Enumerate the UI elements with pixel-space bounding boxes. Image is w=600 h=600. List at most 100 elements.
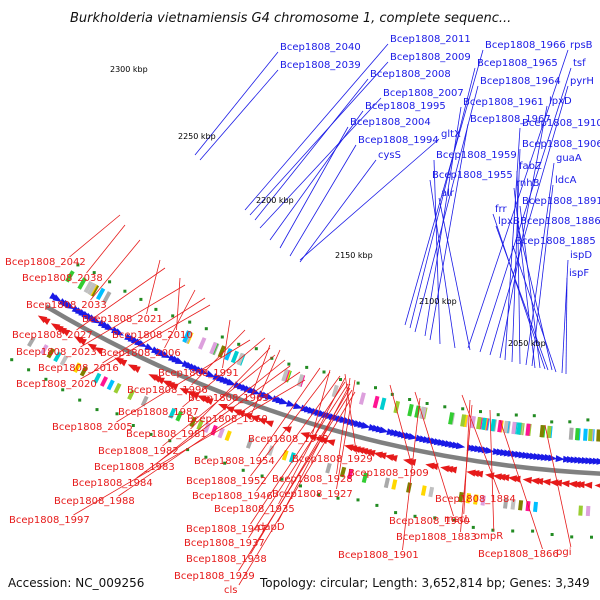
- annotation-block: [196, 419, 204, 431]
- rna-marker: [374, 386, 377, 390]
- rna-marker: [443, 405, 447, 409]
- annotation-block: [245, 438, 254, 449]
- forward-gene-arrow: [379, 426, 389, 434]
- forward-gene-arrow: [529, 452, 539, 460]
- reverse-gene-label: Bcep1808_1954: [194, 456, 275, 467]
- forward-gene-arrow: [205, 370, 216, 377]
- annotation-block: [224, 347, 233, 361]
- forward-gene-label: Bcep1808_1994: [358, 135, 439, 146]
- reverse-leader-line: [250, 371, 331, 477]
- annotation-block: [476, 416, 482, 430]
- forward-leader-line: [424, 106, 462, 337]
- reverse-gene-label: Bcep1808_1884: [435, 494, 516, 505]
- reverse-gene-arrow: [530, 477, 540, 485]
- reverse-gene-label: Bcep1808_1883: [396, 532, 477, 543]
- reverse-gene-arrow: [37, 315, 48, 324]
- forward-leader-line: [409, 67, 476, 329]
- annotation-block: [460, 414, 467, 427]
- reverse-leader-line: [414, 391, 454, 517]
- forward-gene-label: frr: [495, 204, 507, 215]
- forward-gene-arrow: [492, 447, 502, 455]
- track-layer: [10, 263, 600, 539]
- forward-gene-label: cysS: [378, 150, 401, 161]
- rna-marker: [95, 408, 99, 412]
- forward-gene-label: Bcep1808_2039: [280, 60, 361, 71]
- forward-gene-arrow: [415, 434, 425, 442]
- rna-marker: [511, 529, 515, 533]
- reverse-gene-arrow: [162, 380, 172, 388]
- annotation-block: [510, 499, 516, 510]
- rna-marker: [223, 461, 227, 465]
- forward-gene-arrow: [111, 326, 121, 334]
- annotation-block: [518, 500, 524, 511]
- forward-gene-label: Bcep1808_1965: [477, 58, 558, 69]
- rna-marker: [115, 412, 119, 416]
- rna-marker: [108, 280, 112, 284]
- annotation-block: [568, 427, 574, 440]
- annotation-block: [525, 423, 531, 436]
- annotation-block: [361, 472, 369, 484]
- forward-leader-line: [513, 187, 536, 369]
- annotation-block: [281, 449, 289, 461]
- annotation-block: [583, 428, 588, 441]
- reverse-leader-line: [190, 347, 271, 430]
- annotation-block: [406, 482, 412, 493]
- rna-marker: [287, 362, 291, 366]
- reverse-gene-arrow: [74, 336, 84, 344]
- reverse-gene-label: Bcep1808_2023: [16, 347, 97, 358]
- reverse-leader-line: [461, 394, 500, 495]
- reverse-gene-label: Bcep1808_1960: [187, 414, 268, 425]
- forward-gene-label: Bcep1808_1995: [365, 101, 446, 112]
- reverse-leader-line: [182, 337, 266, 408]
- rna-marker: [61, 388, 65, 392]
- forward-leader-line: [429, 123, 469, 341]
- rna-marker: [139, 297, 143, 301]
- annotation-block: [209, 341, 218, 355]
- forward-gene-label: pyrH: [570, 76, 594, 87]
- reverse-gene-arrow: [249, 415, 260, 423]
- reverse-leader-line: [460, 404, 473, 533]
- reverse-gene-label: Bcep1808_1901: [338, 550, 419, 561]
- annotation-block: [419, 406, 426, 420]
- annotation-block: [87, 282, 97, 296]
- annotation-block: [503, 420, 509, 434]
- reverse-leader-line: [164, 289, 196, 349]
- reverse-gene-label: Bcep1808_2033: [26, 300, 107, 311]
- annotation-block: [331, 384, 339, 398]
- reverse-gene-label: Bcep1808_1952: [186, 476, 267, 487]
- annotation-block: [383, 477, 390, 489]
- rna-marker: [586, 418, 590, 422]
- forward-leader-line: [519, 205, 541, 369]
- annotation-block: [588, 428, 593, 442]
- forward-gene-arrow: [426, 436, 437, 444]
- annotation-block: [473, 494, 479, 505]
- leader-lines: [69, 43, 572, 586]
- rna-marker: [270, 356, 274, 360]
- reverse-leader-line: [238, 389, 353, 572]
- rna-marker: [260, 474, 264, 478]
- forward-gene-label: Bcep1808_1966: [485, 40, 566, 51]
- rna-marker: [78, 398, 82, 402]
- rna-marker: [356, 381, 360, 385]
- forward-gene-arrow: [419, 435, 429, 443]
- reverse-gene-arrow: [440, 465, 450, 473]
- rna-marker: [188, 320, 192, 324]
- annotation-block: [393, 400, 400, 414]
- rna-marker: [168, 439, 172, 443]
- forward-gene-label: gltX: [441, 129, 461, 140]
- rna-marker: [204, 455, 208, 459]
- forward-gene-arrow: [474, 445, 484, 453]
- reverse-gene-label: Bcep1808_1938: [186, 554, 267, 565]
- forward-leader-line: [504, 127, 521, 361]
- forward-gene-arrow: [144, 343, 155, 351]
- annotation-block: [73, 362, 82, 374]
- reverse-gene-label: Bcep1808_1935: [214, 504, 295, 515]
- annotation-block: [391, 479, 398, 490]
- reverse-leader-line: [489, 409, 495, 532]
- reverse-gene-arrow: [583, 481, 593, 489]
- forward-gene-label: alr: [441, 188, 455, 199]
- forward-gene-label: Bcep1808_2008: [370, 69, 451, 80]
- forward-leader-line: [259, 97, 382, 229]
- rna-marker: [220, 335, 224, 339]
- annotation-block: [347, 468, 354, 480]
